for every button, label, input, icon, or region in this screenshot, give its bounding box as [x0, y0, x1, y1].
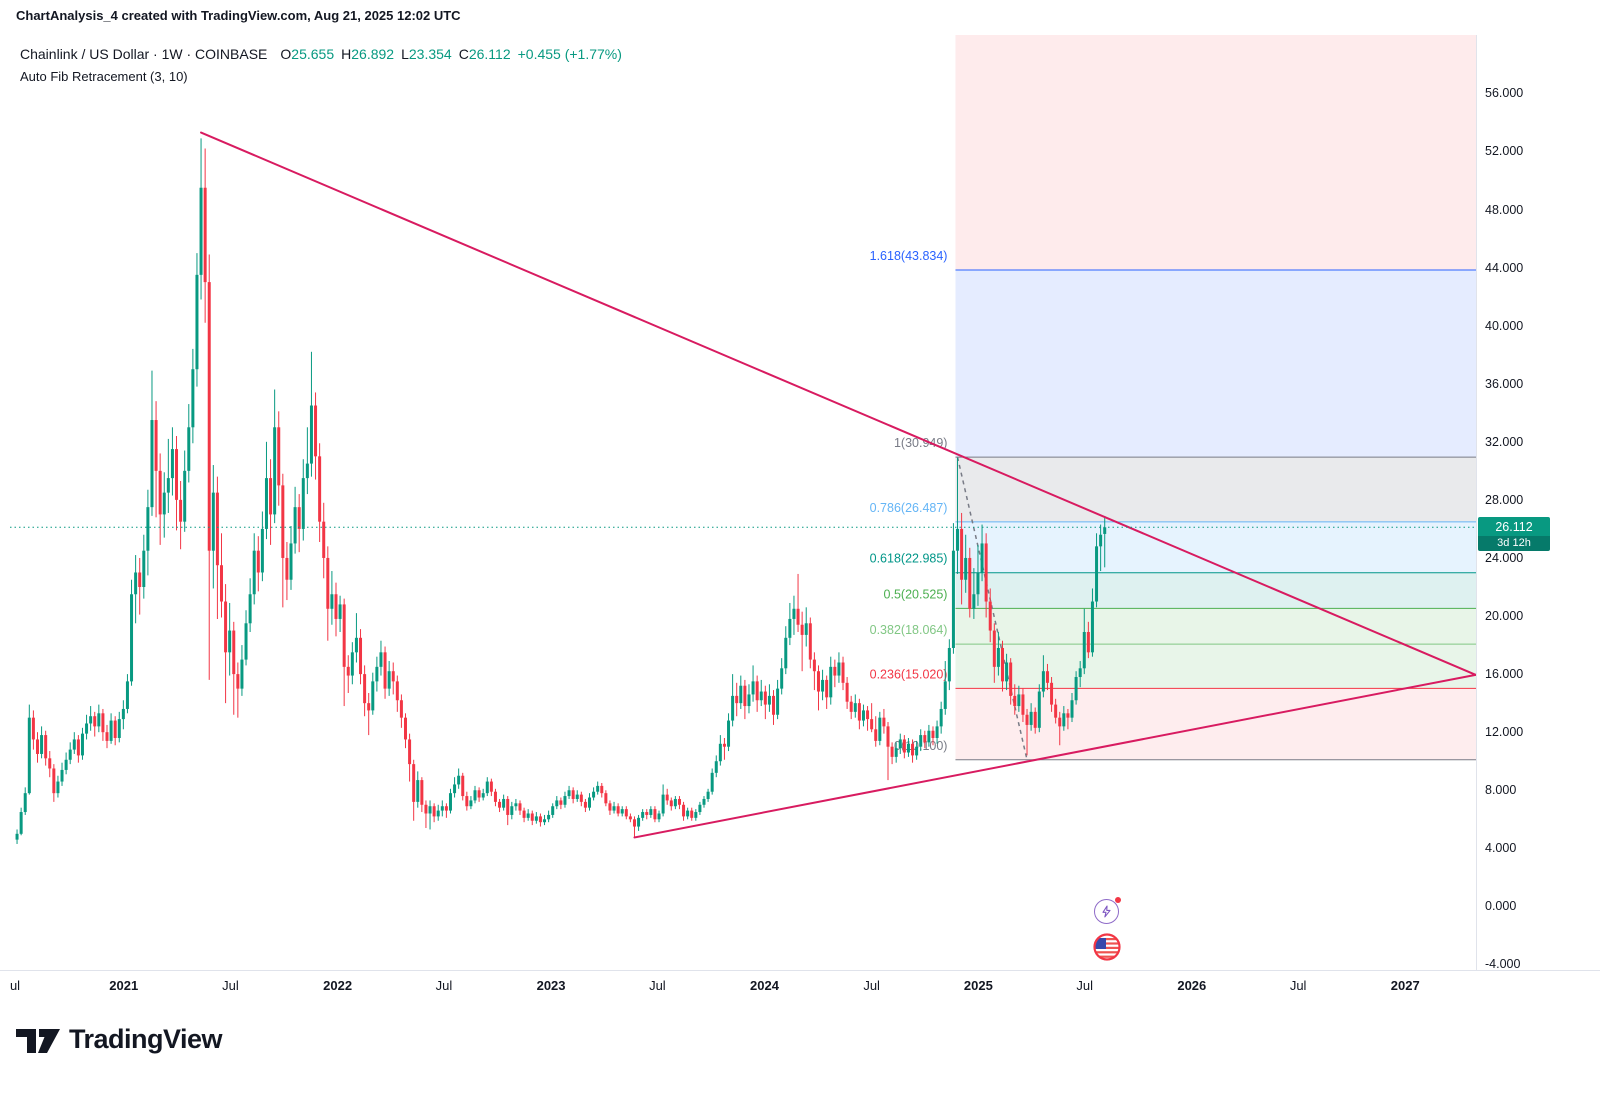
notification-dot [1115, 897, 1121, 903]
price-tick: 20.000 [1485, 609, 1524, 624]
price-tick: 28.000 [1485, 492, 1524, 507]
price-tick: 44.000 [1485, 260, 1524, 275]
fib-level-label: 1(30.949) [894, 436, 948, 450]
price-tick: 32.000 [1485, 434, 1524, 449]
time-tick-year: 2025 [963, 978, 993, 993]
price-badge-countdown: 3d 12h [1478, 536, 1550, 552]
symbol-row[interactable]: Chainlink / US Dollar · 1W · COINBASE O25… [20, 44, 622, 64]
symbol-title[interactable]: Chainlink / US Dollar · 1W · COINBASE [20, 46, 268, 62]
time-axis[interactable]: ul 2021 Jul 2022 Jul 2023 Jul 2024 Jul 2025 Jul 202… [0, 970, 1600, 1002]
time-tick-month: Jul [222, 978, 239, 993]
price-tick: 12.000 [1485, 725, 1524, 740]
price-badge[interactable]: 26.112 3d 12h [1478, 517, 1550, 552]
change-value: +0.455 (+1.77%) [517, 46, 622, 62]
price-tick: 36.000 [1485, 376, 1524, 391]
candlestick-series [15, 138, 1107, 844]
price-tick: -4.000 [1485, 957, 1521, 972]
fib-level-label: 0.382(18.064) [870, 623, 948, 637]
time-tick-month: Jul [1076, 978, 1093, 993]
fib-level-label: 1.618(43.834) [870, 249, 948, 263]
price-tick: 0.000 [1485, 899, 1517, 914]
time-tick-month: Jul [1289, 978, 1307, 993]
ohlc-high: H26.892 [341, 46, 395, 62]
tradingview-logo-text: TradingView [69, 1023, 223, 1054]
price-tick: 40.000 [1485, 318, 1524, 333]
time-tick-month: Jul [863, 978, 880, 993]
time-tick-month: Jul [435, 978, 453, 993]
price-tick: 48.000 [1485, 202, 1524, 217]
time-tick-month: Jul [649, 978, 666, 993]
time-tick-year: 2027 [1390, 978, 1420, 993]
time-tick-year: 2023 [536, 978, 566, 993]
price-tick: 8.000 [1485, 783, 1517, 798]
flash-event-icon[interactable] [1094, 899, 1119, 924]
fib-level-label: 0.786(26.487) [870, 501, 948, 515]
fib-level-lines [955, 269, 1476, 761]
lightning-icon [1102, 905, 1111, 918]
chart-canvas[interactable]: 1.618(43.834) 1(30.949) 0.786(26.487) 0.618… [10, 35, 1476, 970]
time-tick-year: 2026 [1177, 978, 1207, 993]
price-tick: 4.000 [1485, 841, 1517, 856]
ohlc-open: O25.655 [280, 46, 335, 62]
time-tick-year: 2022 [323, 978, 353, 993]
ohlc-close: C26.112 [458, 46, 511, 62]
price-tick: 24.000 [1485, 550, 1524, 565]
fib-bands [955, 35, 1476, 760]
header-title: ChartAnalysis_4 created with TradingView… [16, 8, 461, 23]
time-tick-year: 2021 [109, 978, 139, 993]
price-tick: 16.000 [1485, 667, 1524, 682]
price-tick: 52.000 [1485, 144, 1524, 159]
us-economic-event-icon[interactable] [1093, 933, 1121, 961]
price-badge-value: 26.112 [1478, 517, 1550, 537]
price-tick: 56.000 [1485, 86, 1524, 101]
price-axis[interactable]: 26.112 3d 12h 56.000 52.000 48.000 44.000 40… [1476, 35, 1600, 972]
fib-level-labels: 1.618(43.834) 1(30.949) 0.786(26.487) 0.618… [870, 249, 948, 753]
fib-level-label: 0.618(22.985) [870, 552, 948, 566]
time-tick-month: ul [9, 978, 21, 993]
us-flag-icon [1093, 933, 1121, 961]
tradingview-logo-icon [16, 1029, 60, 1053]
fib-pivot-line[interactable] [956, 456, 1028, 760]
lower-trendline[interactable] [633, 673, 1476, 839]
fib-level-label: 0.236(15.020) [870, 667, 948, 681]
upper-trendline[interactable] [200, 131, 1476, 676]
fib-level-label: 0.5(20.525) [884, 587, 948, 601]
time-tick-year: 2024 [750, 978, 779, 993]
ohlc-low: L23.354 [401, 46, 452, 62]
tradingview-logo[interactable]: TradingView [16, 1022, 223, 1056]
symbol-legend: Chainlink / US Dollar · 1W · COINBASE O25… [20, 44, 622, 87]
indicator-legend[interactable]: Auto Fib Retracement (3, 10) [20, 69, 188, 85]
